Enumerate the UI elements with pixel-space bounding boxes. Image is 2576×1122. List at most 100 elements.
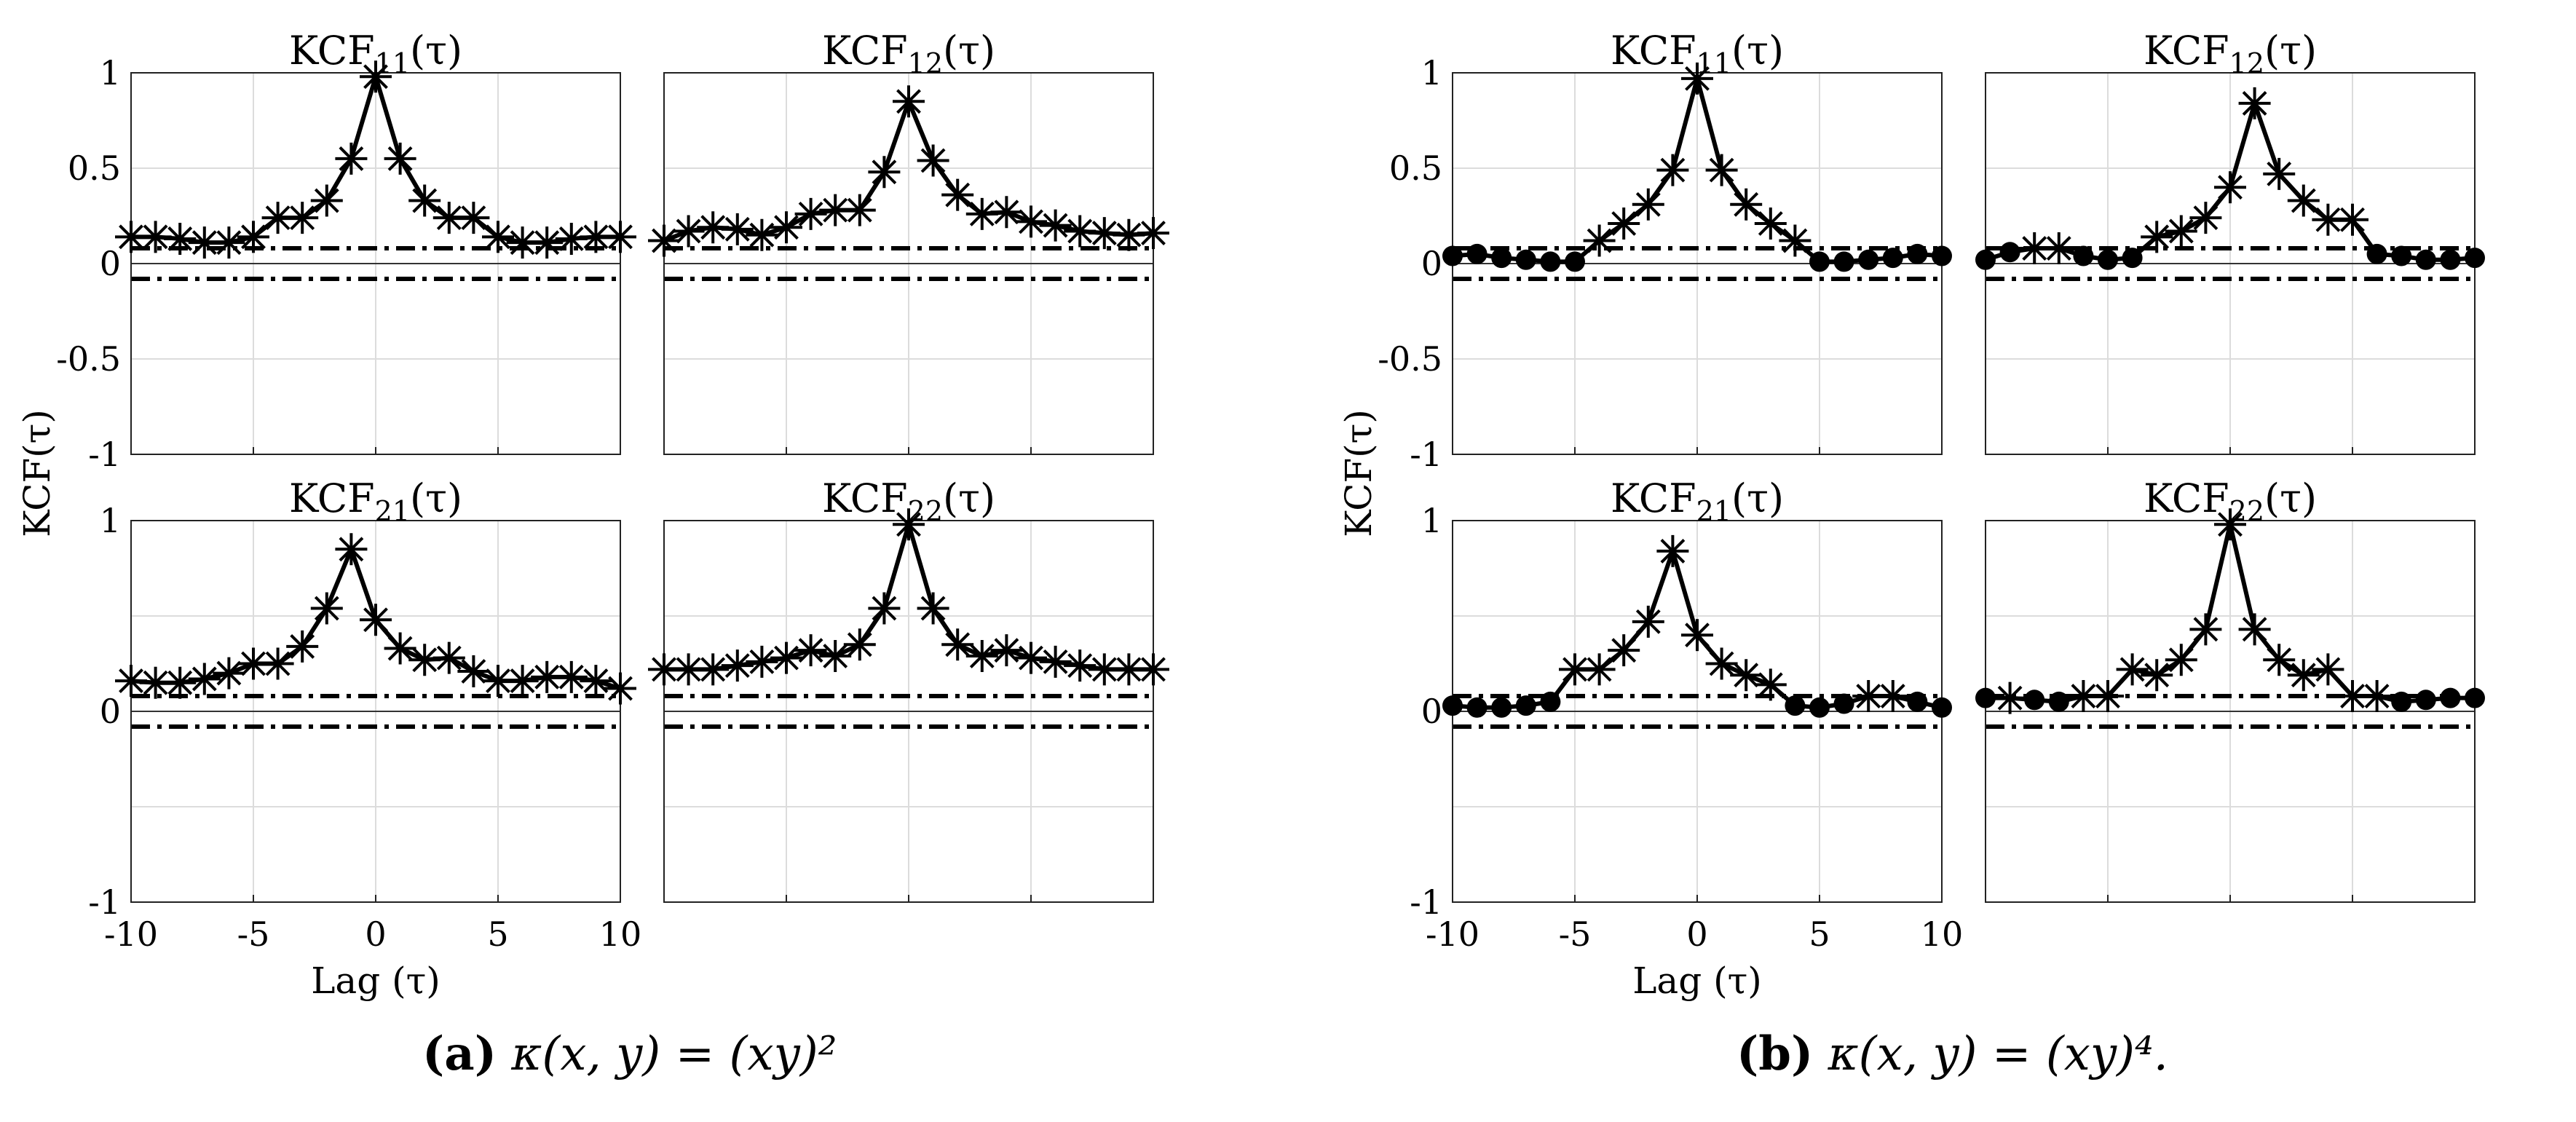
star-stroke: [798, 638, 823, 663]
data-point-star: [648, 653, 680, 686]
star-stroke: [945, 632, 971, 657]
star-stroke: [1709, 157, 1734, 183]
data-point-star: [1876, 680, 1909, 713]
star-stroke: [1019, 645, 1043, 671]
data-point-star: [2165, 644, 2197, 676]
data-point-dot: [2415, 690, 2436, 711]
star-stroke: [1043, 213, 1068, 238]
data-point-star: [819, 194, 852, 226]
data-point-star: [286, 630, 319, 663]
star-stroke: [2364, 684, 2390, 708]
data-point-star: [917, 144, 949, 177]
data-point-star: [1730, 659, 1763, 692]
y-tick-label: 1: [1421, 53, 1442, 92]
y-tick-label: -1: [88, 435, 121, 474]
star-stroke: [798, 201, 823, 226]
star-stroke: [872, 596, 897, 621]
star-stroke: [486, 224, 510, 250]
data-point-star: [164, 222, 197, 255]
star-stroke: [1758, 672, 1783, 698]
star-stroke: [676, 218, 701, 244]
y-tick-label: 0.5: [1389, 149, 1442, 188]
subplot-title: KCF12(τ): [822, 28, 995, 79]
data-point-star: [1088, 217, 1121, 250]
star-stroke: [872, 159, 897, 185]
star-stroke: [1611, 211, 1637, 236]
data-point-star: [965, 197, 998, 230]
star-stroke: [2046, 236, 2071, 261]
subplot-title: KCF22(τ): [822, 475, 995, 527]
data-point-dot: [1858, 249, 1879, 270]
star-stroke: [191, 666, 217, 692]
data-point-star: [286, 202, 319, 234]
data-point-star: [941, 628, 974, 661]
data-point-star: [2238, 613, 2271, 646]
data-point-star: [2263, 644, 2296, 676]
data-point-star: [310, 592, 343, 625]
star-stroke: [774, 645, 799, 671]
star-stroke: [2291, 188, 2316, 213]
data-point-star: [1632, 188, 1664, 221]
data-point-dot: [2415, 249, 2436, 270]
data-point-star: [2263, 157, 2296, 190]
caption-a-equation: κ(x, y) = (xy)²: [511, 1027, 837, 1081]
data-point-star: [1015, 205, 1047, 238]
data-point-star: [310, 184, 343, 217]
data-point-star: [893, 85, 925, 118]
star-stroke: [1141, 221, 1166, 245]
data-point-star: [1754, 668, 1787, 701]
star-stroke: [1587, 228, 1612, 253]
star-stroke: [2340, 684, 2365, 708]
data-point-star: [990, 634, 1023, 667]
star-stroke: [700, 657, 726, 682]
data-point-dot: [2440, 249, 2461, 270]
star-stroke: [363, 607, 388, 633]
star-stroke: [1880, 684, 1905, 708]
star-stroke: [896, 89, 921, 114]
star-stroke: [534, 664, 560, 690]
subplot-a-2: KCF12(τ): [648, 28, 1169, 455]
star-stroke: [994, 199, 1019, 225]
data-point-star: [213, 657, 245, 690]
data-point-star: [1608, 207, 1640, 240]
y-tick-label: 1: [1421, 501, 1442, 540]
star-stroke: [534, 230, 560, 256]
data-point-dot: [1833, 251, 1854, 272]
star-stroke: [847, 632, 872, 657]
subplot-b-4: KCF22(τ): [1975, 475, 2485, 903]
star-stroke: [1091, 657, 1117, 682]
x-tick-label: 10: [599, 914, 642, 954]
data-point-star: [1632, 605, 1664, 638]
data-point-star: [1113, 218, 1145, 251]
data-point-dot: [1540, 251, 1561, 272]
caption-b: (b) κ(x, y) = (xy)⁴.: [1737, 1027, 2168, 1081]
data-point-star: [115, 665, 147, 698]
data-point-dot: [1907, 691, 1928, 712]
star-stroke: [2315, 207, 2341, 232]
y-tick-label: 0: [100, 244, 121, 283]
y-tick-label: -0.5: [56, 339, 121, 379]
data-point-star: [2141, 659, 2173, 692]
star-stroke: [2144, 224, 2170, 250]
data-point-dot: [2391, 245, 2412, 266]
data-point-star: [384, 632, 416, 665]
y-tick-label: -1: [1410, 435, 1442, 474]
star-stroke: [167, 670, 193, 695]
data-point-star: [2238, 87, 2271, 119]
data-point-dot: [1975, 249, 1996, 270]
data-point-star: [139, 221, 172, 253]
star-stroke: [143, 224, 168, 250]
y-axis-label: KCF(τ): [16, 409, 58, 537]
star-stroke: [143, 670, 168, 695]
star-stroke: [2340, 207, 2365, 232]
star-stroke: [1685, 66, 1710, 91]
star-stroke: [652, 657, 676, 682]
star-stroke: [558, 664, 584, 690]
star-stroke: [1562, 657, 1587, 682]
data-point-star: [457, 202, 490, 234]
data-point-dot: [1491, 248, 1512, 269]
star-stroke: [2242, 617, 2267, 642]
star-stroke: [749, 649, 775, 674]
star-stroke: [1856, 684, 1881, 708]
